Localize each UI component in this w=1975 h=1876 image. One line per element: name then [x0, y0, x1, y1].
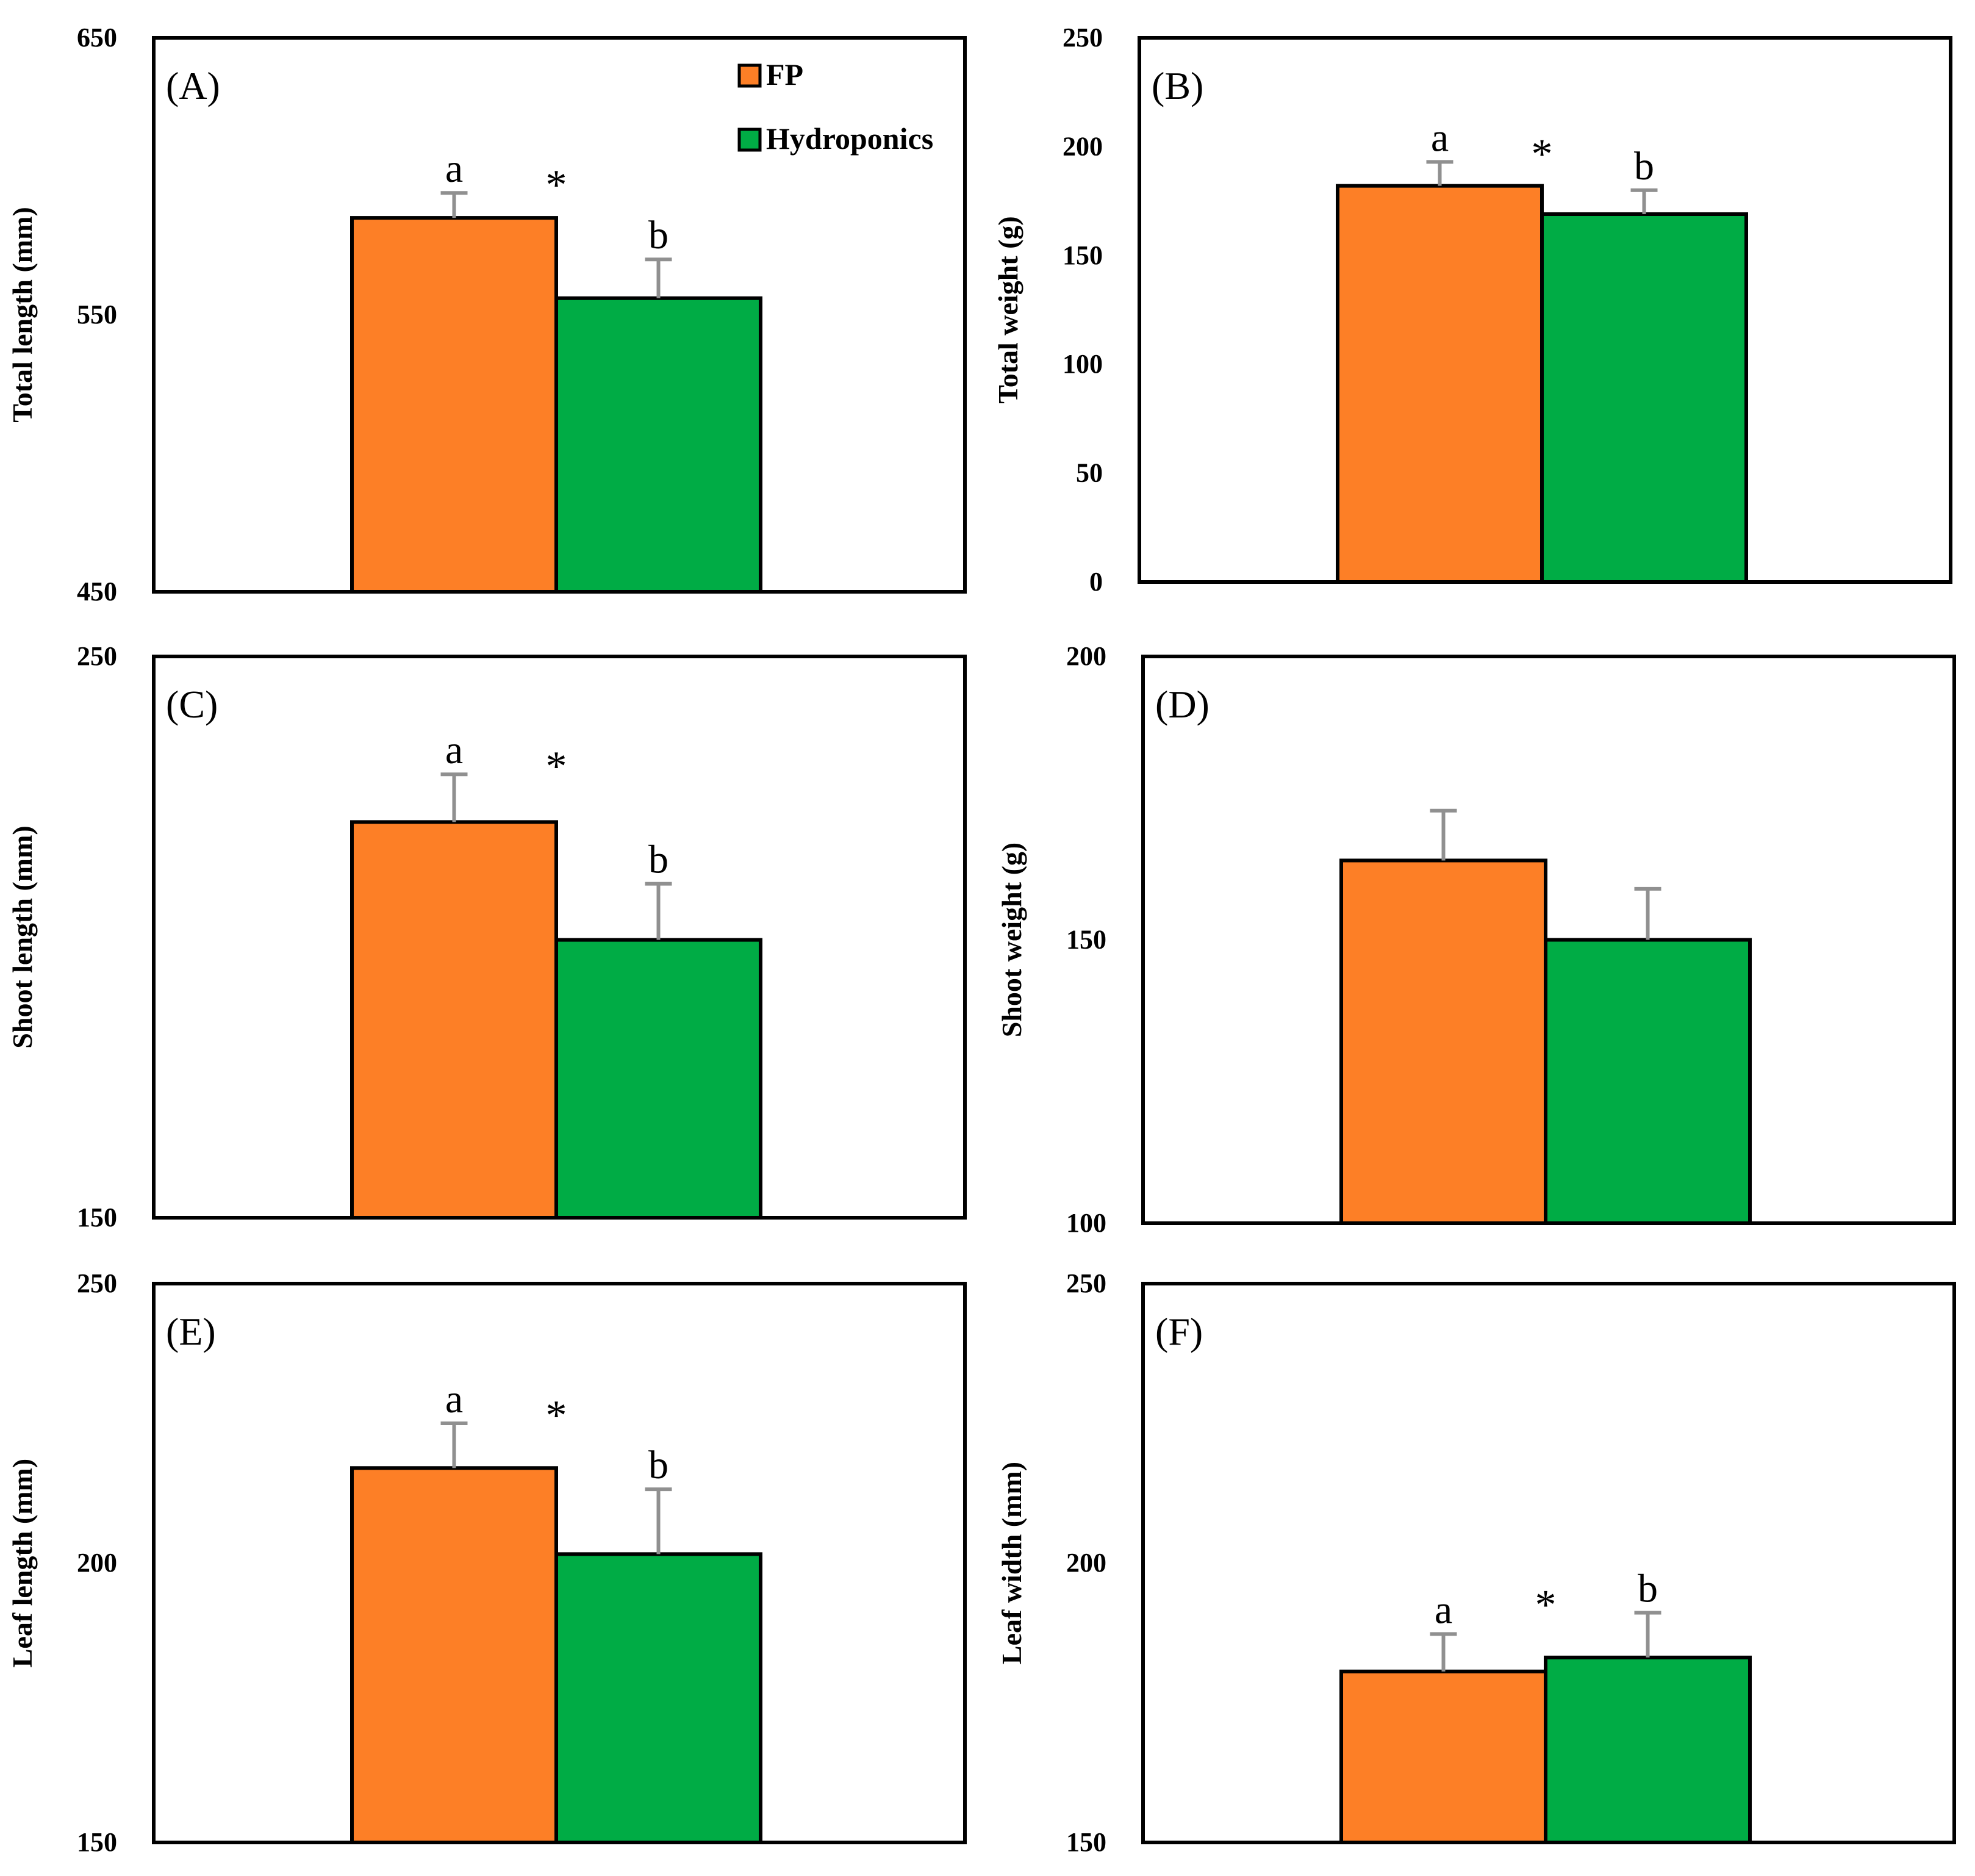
panel-tag: (D)	[1155, 683, 1210, 726]
significance-letter: b	[648, 838, 668, 882]
bar-hydroponics	[554, 938, 762, 1220]
y-axis-label: Leaf length (mm)	[7, 1459, 38, 1667]
y-tick-label: 550	[77, 300, 117, 329]
y-tick-label: 150	[1063, 240, 1103, 270]
significance-star: *	[546, 1392, 567, 1439]
y-tick-label: 200	[77, 1548, 117, 1578]
significance-letter: b	[648, 213, 668, 257]
significance-letter: b	[1638, 1567, 1658, 1611]
y-tick-label: 150	[1066, 1827, 1106, 1857]
legend-swatch-hydroponics	[737, 128, 762, 152]
y-axis-label: Total weight (g)	[992, 216, 1023, 404]
y-axis-label: Total length (mm)	[7, 207, 38, 423]
bar-hydroponics	[1540, 212, 1748, 584]
significance-star: *	[1535, 1582, 1557, 1629]
significance-star: *	[1532, 131, 1553, 178]
y-tick-label: 250	[1063, 23, 1103, 52]
panel-tag: (C)	[166, 683, 218, 726]
y-axis-label: Leaf width (mm)	[996, 1462, 1027, 1664]
y-tick-label: 150	[1066, 925, 1106, 955]
panel-a: (A) 650 550 450 Total length (mm) a b * FP Hydrop…	[7, 23, 967, 606]
bar-fp	[350, 1466, 558, 1844]
y-tick-label: 450	[77, 577, 117, 606]
panel-c: (C) 250 150 Shoot length (mm) a b *	[7, 641, 967, 1232]
bar-fp	[350, 216, 558, 594]
y-tick-label: 650	[77, 23, 117, 52]
y-tick-label: 50	[1076, 458, 1103, 488]
legend: FP Hydroponics	[737, 57, 933, 156]
panel-f: (F) 250 200 150 Leaf width (mm) a b *	[996, 1268, 1956, 1857]
panel-tag: (F)	[1155, 1310, 1203, 1353]
y-axis-label: Shoot weight (g)	[996, 843, 1027, 1037]
significance-letter: a	[1431, 115, 1449, 160]
legend-swatch-fp	[737, 63, 762, 88]
panel-tag: (E)	[166, 1310, 216, 1353]
significance-letter: a	[1435, 1587, 1452, 1632]
significance-letter: a	[445, 146, 463, 191]
bar-fp	[350, 820, 558, 1220]
significance-letter: a	[445, 728, 463, 772]
significance-letter: a	[445, 1377, 463, 1421]
bar-hydroponics	[1544, 938, 1752, 1225]
y-tick-label: 0	[1089, 567, 1103, 597]
significance-letter: b	[648, 1443, 668, 1487]
panel-b: (B) 250 200 150 100 50 0 Total weight (g) a b *	[992, 23, 1952, 597]
bar-hydroponics	[554, 296, 762, 594]
y-tick-label: 200	[1063, 131, 1103, 161]
bar-fp	[1339, 858, 1547, 1225]
y-tick-label: 100	[1066, 1208, 1106, 1238]
y-axis-label: Shoot length (mm)	[7, 825, 38, 1048]
legend-label: FP	[766, 57, 803, 92]
y-tick-label: 250	[1066, 1268, 1106, 1298]
y-tick-label: 250	[77, 1268, 117, 1298]
y-tick-label: 250	[77, 641, 117, 671]
panel-tag: (B)	[1152, 64, 1203, 107]
y-tick-label: 150	[77, 1827, 117, 1857]
panel-tag: (A)	[166, 64, 220, 107]
panel-e: (E) 250 200 150 Leaf length (mm) a b *	[7, 1268, 967, 1857]
y-tick-label: 100	[1063, 349, 1103, 379]
y-tick-label: 150	[77, 1202, 117, 1232]
significance-star: *	[546, 743, 567, 790]
significance-star: *	[546, 162, 567, 209]
bar-hydroponics	[554, 1552, 762, 1844]
bar-hydroponics	[1544, 1655, 1752, 1844]
legend-label: Hydroponics	[766, 121, 933, 156]
y-tick-label: 200	[1066, 641, 1106, 671]
bar-fp	[1339, 1669, 1547, 1845]
panel-d: (D) 200 150 100 Shoot weight (g)	[996, 641, 1956, 1238]
bar-fp	[1336, 184, 1544, 584]
y-tick-label: 200	[1066, 1548, 1106, 1578]
significance-letter: b	[1634, 144, 1654, 189]
